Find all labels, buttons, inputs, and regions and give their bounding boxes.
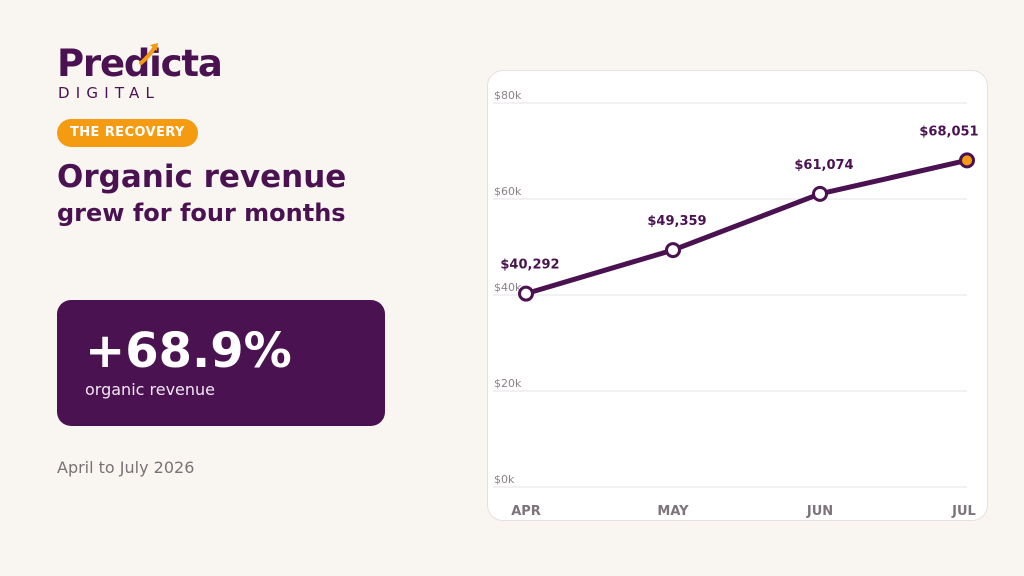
data-label: $49,359 [647, 214, 706, 229]
y-tick-label: $80k [494, 89, 522, 102]
y-tick-label: $40k [494, 281, 522, 294]
headline-primary: Organic revenue [57, 159, 347, 195]
brand-tagline: DIGITAL [58, 84, 161, 102]
revenue-line-chart: $0k $20k $40k $60k $80k $40,292 APR $49,359 MAY $… [493, 89, 979, 519]
headline-secondary: grew for four months [57, 199, 346, 227]
kpi-value: +68.9% [85, 323, 292, 379]
x-tick-label: MAY [657, 504, 689, 519]
kpi-card: +68.9% organic revenue [57, 300, 385, 426]
brand-logo: Predicta DIGITAL [57, 40, 257, 104]
x-tick-label: JUL [951, 504, 976, 519]
x-tick-label: JUN [806, 504, 833, 519]
data-point [665, 242, 681, 259]
data-label: $68,051 [919, 124, 978, 139]
kpi-label: organic revenue [85, 380, 216, 399]
chart-card: $0k $20k $40k $60k $80k $40,292 APR $49,359 MAY $… [487, 70, 988, 521]
data-label: $40,292 [500, 258, 559, 273]
series-line [523, 157, 970, 297]
y-tick-label: $60k [494, 185, 522, 198]
growth-arrow-icon [139, 43, 158, 65]
y-tick-label: $0k [494, 473, 515, 486]
data-point [959, 152, 975, 169]
data-label: $61,074 [794, 158, 853, 173]
data-point [812, 185, 828, 202]
section-badge: THE RECOVERY [57, 119, 198, 147]
y-tick-label: $20k [494, 377, 522, 390]
period-label: April to July 2026 [57, 458, 195, 477]
x-tick-label: APR [511, 504, 541, 519]
data-point [518, 285, 534, 302]
